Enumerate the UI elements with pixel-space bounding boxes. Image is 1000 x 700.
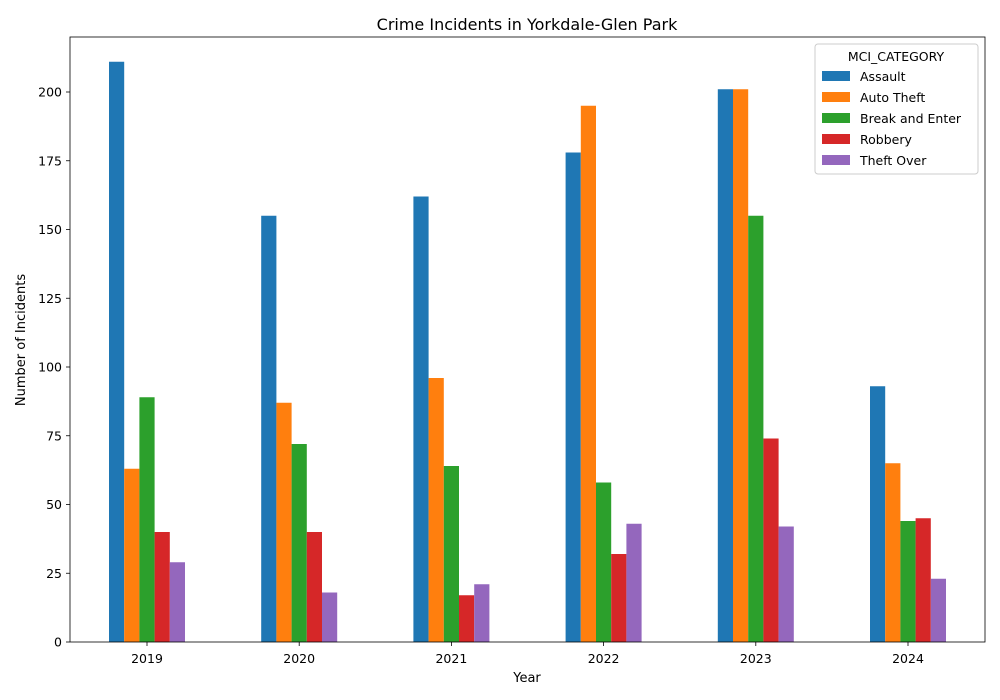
- bar-assault-2021: [413, 196, 429, 642]
- x-tick-label: 2021: [435, 651, 467, 666]
- chart-title: Crime Incidents in Yorkdale-Glen Park: [377, 15, 678, 34]
- bar-auto-theft-2024: [885, 463, 901, 642]
- bar-theft-over-2021: [474, 584, 490, 642]
- bar-theft-over-2022: [626, 523, 642, 642]
- y-axis-label: Number of Incidents: [14, 274, 29, 406]
- bar-assault-2022: [565, 152, 581, 642]
- legend-swatch-auto-theft: [822, 92, 850, 102]
- bar-robbery-2021: [459, 595, 475, 642]
- bar-break-and-enter-2021: [443, 466, 459, 642]
- x-tick-label: 2024: [892, 651, 924, 666]
- legend-box: [814, 43, 979, 175]
- x-tick-label: 2023: [740, 651, 772, 666]
- bar-auto-theft-2021: [428, 378, 444, 642]
- x-tick-label: 2020: [283, 651, 315, 666]
- x-tick-label: 2019: [131, 651, 163, 666]
- legend-title: MCI_CATEGORY: [848, 49, 945, 64]
- legend-swatch-assault: [822, 71, 850, 81]
- legend-label-break-and-enter: Break and Enter: [860, 111, 962, 126]
- bar-auto-theft-2020: [276, 402, 292, 642]
- bar-assault-2024: [870, 386, 886, 642]
- legend-items: Assault Auto Theft Break and Enter Robbery T…: [822, 69, 962, 168]
- legend: MCI_CATEGORY Assault Auto Theft Break and …: [814, 43, 979, 175]
- bar-break-and-enter-2023: [748, 215, 764, 642]
- bar-theft-over-2019: [169, 562, 185, 642]
- legend-label-robbery: Robbery: [860, 132, 912, 147]
- y-axis: 0 25 50 75 100 125 150 175 200: [38, 85, 70, 650]
- bar-break-and-enter-2020: [291, 444, 307, 642]
- bar-assault-2023: [717, 89, 733, 642]
- legend-label-assault: Assault: [860, 69, 906, 84]
- bar-break-and-enter-2019: [139, 397, 155, 642]
- bar-assault-2019: [109, 61, 125, 642]
- x-axis: 2019 2020 2021 2022 2023 2024: [131, 642, 924, 666]
- plot-frame: [69, 36, 986, 643]
- bars-group: [109, 61, 946, 642]
- bar-break-and-enter-2024: [900, 521, 916, 642]
- y-tick-label: 175: [38, 153, 62, 168]
- bar-robbery-2024: [915, 518, 931, 642]
- y-tick-label: 50: [46, 497, 62, 512]
- legend-label-auto-theft: Auto Theft: [860, 90, 925, 105]
- y-tick-label: 150: [38, 222, 62, 237]
- bar-assault-2020: [261, 215, 277, 642]
- bar-auto-theft-2019: [124, 468, 140, 642]
- legend-label-theft-over: Theft Over: [859, 153, 927, 168]
- bar-auto-theft-2023: [733, 89, 749, 642]
- y-tick-label: 25: [46, 566, 62, 581]
- bar-break-and-enter-2022: [596, 482, 612, 642]
- y-tick-label: 125: [38, 291, 62, 306]
- x-tick-label: 2022: [588, 651, 620, 666]
- bar-auto-theft-2022: [580, 105, 596, 642]
- legend-swatch-robbery: [822, 134, 850, 144]
- y-tick-label: 200: [38, 85, 62, 100]
- legend-swatch-break-and-enter: [822, 113, 850, 123]
- legend-swatch-theft-over: [822, 155, 850, 165]
- y-tick-label: 0: [54, 635, 62, 650]
- bar-robbery-2023: [763, 438, 779, 642]
- y-tick-label: 100: [38, 360, 62, 375]
- bar-theft-over-2024: [930, 578, 946, 642]
- bar-robbery-2022: [611, 554, 627, 642]
- x-axis-label: Year: [512, 671, 541, 686]
- bar-theft-over-2020: [322, 592, 338, 642]
- bar-robbery-2019: [154, 532, 170, 642]
- y-tick-label: 75: [46, 428, 62, 443]
- bar-theft-over-2023: [778, 526, 794, 642]
- bar-robbery-2020: [306, 532, 322, 642]
